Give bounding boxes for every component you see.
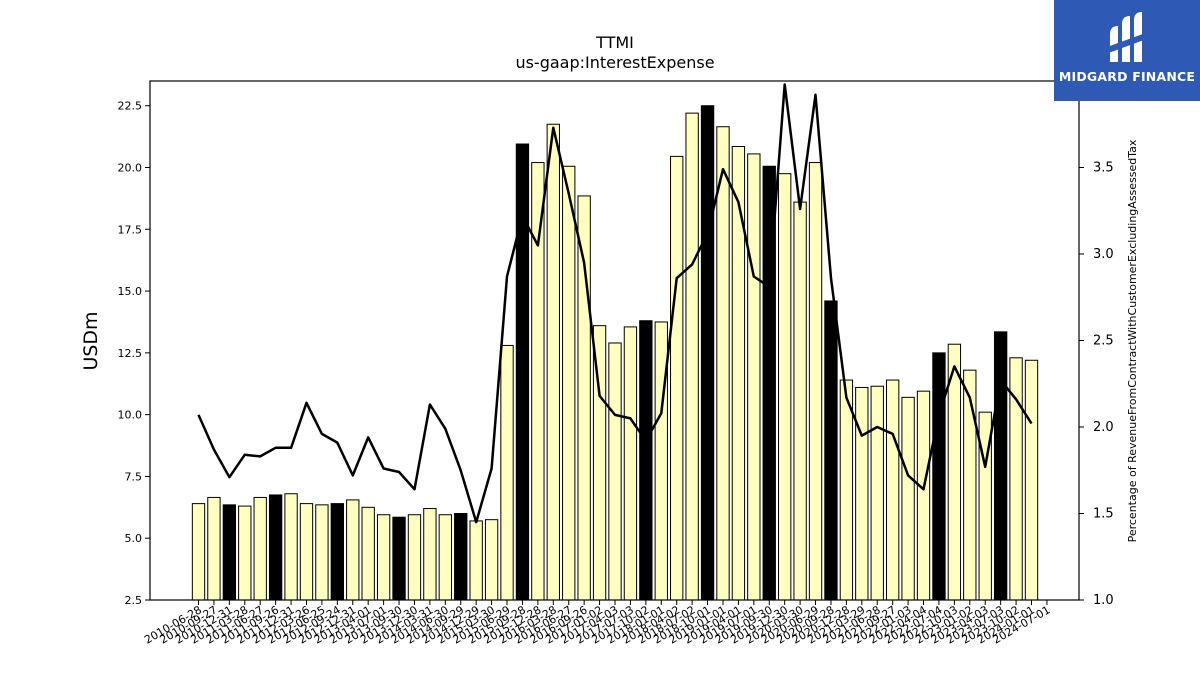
bar bbox=[222, 504, 237, 601]
bar bbox=[808, 162, 823, 601]
bar bbox=[993, 331, 1008, 601]
bar bbox=[299, 503, 314, 601]
series-line bbox=[197, 83, 1033, 524]
y-tick-label: 7.5 bbox=[125, 470, 143, 483]
y-tick-label: 5.0 bbox=[125, 532, 143, 545]
bar bbox=[515, 143, 530, 601]
y2-tick-label: 2.0 bbox=[1093, 420, 1114, 435]
y2-tick-label: 3.5 bbox=[1093, 161, 1114, 176]
bar bbox=[484, 519, 499, 601]
bar bbox=[916, 390, 931, 601]
bar bbox=[623, 326, 638, 601]
chart-subtitle: us-gaap:InterestExpense bbox=[515, 53, 714, 72]
bar bbox=[700, 105, 715, 601]
bar bbox=[330, 503, 345, 601]
y2-tick-label: 1.5 bbox=[1093, 507, 1114, 522]
y-tick-label: 22.5 bbox=[118, 100, 143, 113]
bar bbox=[855, 386, 869, 601]
bar bbox=[839, 379, 854, 601]
bar bbox=[793, 201, 807, 601]
bar bbox=[901, 396, 915, 601]
bar bbox=[407, 514, 422, 601]
bar bbox=[1024, 359, 1039, 601]
y2-axis-label: Percentage of RevenueFromContractWithCus… bbox=[1126, 139, 1139, 542]
line-group bbox=[197, 83, 1033, 524]
y2-tick-label: 2.5 bbox=[1093, 334, 1114, 349]
bar bbox=[731, 145, 746, 601]
bar bbox=[885, 379, 900, 601]
bar bbox=[315, 504, 329, 601]
bar bbox=[608, 342, 622, 601]
brand-logo: MIDGARD FINANCE bbox=[1054, 0, 1200, 101]
bar bbox=[778, 173, 792, 601]
bar bbox=[685, 112, 699, 601]
y2-tick-label: 1.0 bbox=[1093, 593, 1114, 608]
bar bbox=[932, 352, 946, 601]
logo-mark-icon bbox=[1108, 12, 1146, 62]
bar bbox=[346, 499, 360, 601]
y-tick-label: 10.0 bbox=[118, 409, 143, 422]
bar bbox=[562, 165, 576, 601]
bar bbox=[253, 496, 267, 601]
y-axis-label: USDm bbox=[80, 311, 102, 370]
bar bbox=[654, 321, 668, 601]
bar bbox=[438, 514, 452, 601]
bar bbox=[500, 344, 514, 601]
y-tick-label: 15.0 bbox=[118, 285, 143, 298]
y-tick-label: 12.5 bbox=[118, 347, 143, 360]
bar bbox=[207, 496, 221, 601]
bar bbox=[639, 320, 653, 601]
bar bbox=[268, 494, 283, 601]
bar bbox=[238, 505, 252, 601]
bar-group bbox=[191, 105, 1039, 601]
bar bbox=[392, 516, 406, 601]
bar bbox=[963, 369, 977, 601]
bar bbox=[376, 514, 391, 601]
chart-title: TTMI bbox=[595, 33, 634, 52]
logo-text: MIDGARD FINANCE bbox=[1058, 69, 1196, 84]
bar bbox=[747, 153, 761, 601]
bar bbox=[670, 155, 684, 601]
bar bbox=[531, 162, 545, 601]
bar bbox=[870, 385, 884, 601]
bar bbox=[361, 506, 375, 601]
bar bbox=[824, 300, 838, 601]
y-tick-label: 20.0 bbox=[118, 162, 143, 175]
bar bbox=[454, 513, 468, 601]
bar bbox=[716, 126, 730, 601]
bar bbox=[284, 493, 298, 601]
bar bbox=[577, 195, 591, 601]
bar bbox=[469, 520, 483, 601]
y-tick-label: 17.5 bbox=[118, 223, 143, 236]
y2-tick-label: 3.0 bbox=[1093, 247, 1114, 262]
y-tick-label: 2.5 bbox=[125, 594, 143, 607]
bar bbox=[191, 503, 206, 601]
bar bbox=[423, 508, 437, 601]
bar bbox=[546, 123, 560, 601]
